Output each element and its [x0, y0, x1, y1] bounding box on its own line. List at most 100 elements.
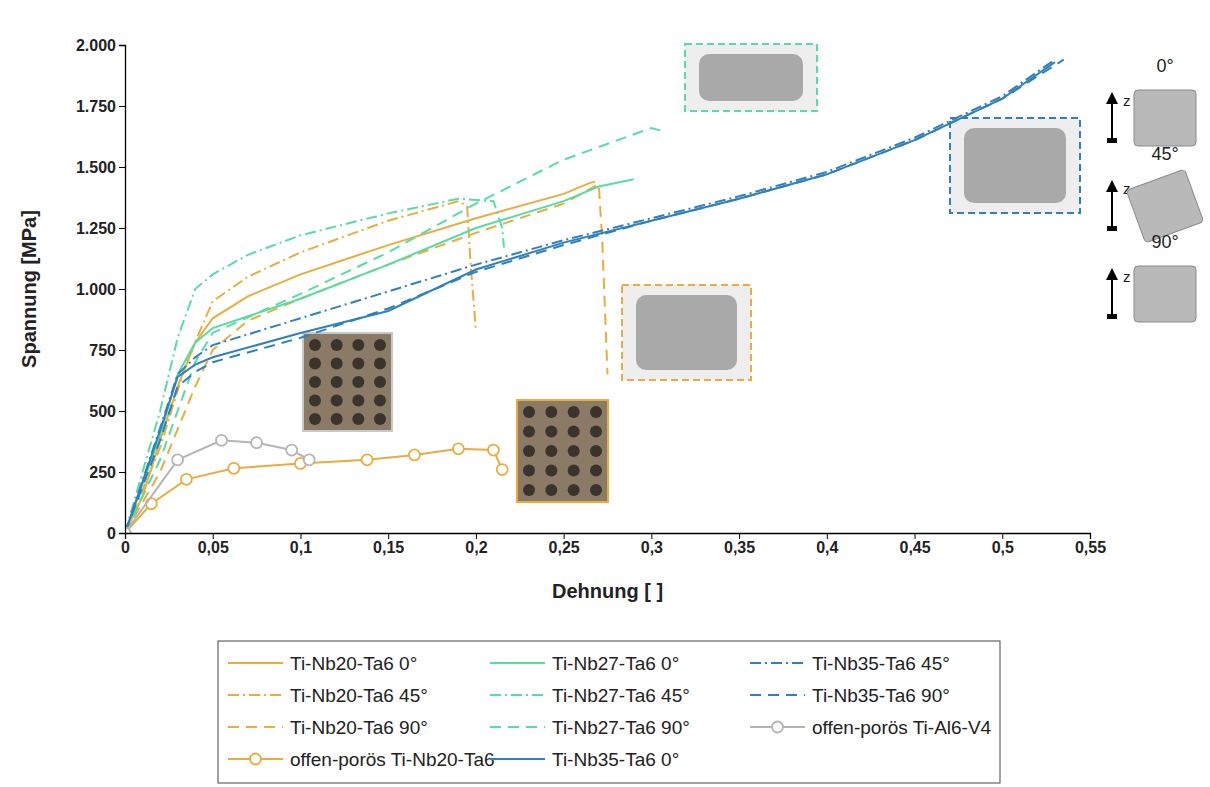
- legend-label: offen-porös Ti-Nb20-Ta6: [290, 749, 495, 770]
- photo-pore: [590, 484, 602, 496]
- photo-pore: [523, 406, 535, 418]
- annotation: z: [1123, 92, 1131, 109]
- photo-pore: [545, 406, 557, 418]
- series-marker: [146, 498, 157, 509]
- y-axis-title: Spannung [MPa]: [18, 210, 40, 368]
- legend-item: Ti-Nb27-Ta6 0°: [490, 653, 679, 674]
- photo-pore: [545, 484, 557, 496]
- legend-swatch: [228, 726, 283, 728]
- tick-label: 1.500: [76, 159, 116, 176]
- photo-specimen: [636, 295, 737, 370]
- series-marker: [286, 445, 297, 456]
- series-line: [125, 128, 660, 533]
- photo-pore: [590, 445, 602, 457]
- series-marker: [453, 443, 464, 454]
- photo-pore: [568, 445, 580, 457]
- tick: 0,55: [1075, 533, 1106, 556]
- tick-mark: [119, 167, 125, 168]
- photo-pore: [545, 426, 557, 438]
- photo-frame: [303, 333, 392, 431]
- legend-label: Ti-Nb35-Ta6 90°: [812, 685, 950, 706]
- tick-label: 0,3: [641, 539, 663, 556]
- photo-specimen: [699, 54, 803, 101]
- photo-pore: [523, 426, 535, 438]
- legend-item: Ti-Nb20-Ta6 45°: [228, 685, 428, 706]
- tick-label: 0,4: [816, 539, 838, 556]
- photo-inset: [303, 333, 392, 431]
- photo-pore: [545, 465, 557, 477]
- tick-mark: [119, 533, 125, 534]
- legend-item: Ti-Nb20-Ta6 90°: [228, 717, 428, 738]
- orientation-panel: 0°z45°z90°z: [1106, 56, 1204, 322]
- legend-marker: [250, 754, 261, 765]
- z-arrow-base: [1107, 314, 1117, 319]
- annotation: 45°: [1151, 144, 1178, 164]
- orientation-item: 45°z: [1106, 144, 1204, 243]
- tick: 0,35: [724, 533, 755, 556]
- legend-item: Ti-Nb35-Ta6 45°: [750, 653, 950, 674]
- z-arrow: [1111, 186, 1113, 228]
- tick: 500: [89, 403, 125, 420]
- photo-pore: [331, 358, 343, 370]
- legend-marker: [772, 722, 783, 733]
- photo-frame: [685, 44, 817, 111]
- tick-mark: [119, 472, 125, 473]
- photo-pore: [309, 376, 321, 388]
- photo-pore: [331, 339, 343, 351]
- tick-label: 2.000: [76, 37, 116, 54]
- axis-line: [126, 534, 1091, 540]
- legend-swatch: [490, 694, 545, 696]
- annotation: 90°: [1151, 232, 1178, 252]
- tick: 0,05: [198, 533, 229, 556]
- tick-mark: [213, 533, 214, 539]
- series-marker: [488, 445, 499, 456]
- photo-pore: [374, 358, 386, 370]
- tick: 2.000: [76, 37, 125, 54]
- tick-mark: [388, 533, 389, 539]
- tick-label: 500: [89, 403, 116, 420]
- tick: 1.250: [76, 220, 125, 237]
- legend-label: offen-porös Ti-Al6-V4: [812, 717, 992, 738]
- tick-mark: [739, 533, 740, 539]
- tick: 0,15: [373, 533, 404, 556]
- series-marker: [181, 474, 192, 485]
- tick-mark: [119, 411, 125, 412]
- tick-label: 750: [89, 342, 116, 359]
- tick: 0: [107, 525, 125, 542]
- tick-label: 0: [121, 539, 130, 556]
- legend: Ti-Nb20-Ta6 0°Ti-Nb20-Ta6 45°Ti-Nb20-Ta6…: [218, 641, 1000, 783]
- tick-mark: [476, 533, 477, 539]
- legend-item: Ti-Nb27-Ta6 45°: [490, 685, 690, 706]
- legend-label: Ti-Nb27-Ta6 0°: [552, 653, 679, 674]
- chart: 00,050,10,150,20,250,30,350,40,450,50,55…: [0, 0, 1210, 787]
- photo-specimen: [964, 128, 1066, 203]
- tick-mark: [1090, 533, 1091, 539]
- axis-line: [119, 46, 126, 534]
- legend-swatch: [228, 662, 283, 664]
- tick: 750: [89, 342, 125, 359]
- tick-mark: [119, 289, 125, 290]
- series-marker: [172, 454, 183, 465]
- series-marker: [216, 435, 227, 446]
- tick-label: 0,5: [992, 539, 1014, 556]
- photo-pore: [523, 445, 535, 457]
- tick-mark: [651, 533, 652, 539]
- legend-item: Ti-Nb27-Ta6 90°: [490, 717, 690, 738]
- legend-item: Ti-Nb35-Ta6 90°: [750, 685, 950, 706]
- photo-pore: [374, 395, 386, 407]
- tick-mark: [300, 533, 301, 539]
- tick-label: 0,45: [899, 539, 930, 556]
- photo-pore: [352, 339, 364, 351]
- series-line: [125, 60, 1064, 533]
- tick-label: 0,55: [1075, 539, 1106, 556]
- series-line: [125, 60, 1055, 533]
- photo-pore: [309, 395, 321, 407]
- photo-pore: [523, 465, 535, 477]
- photo-pore: [352, 395, 364, 407]
- z-arrow-head: [1106, 180, 1118, 192]
- photo-pore: [568, 406, 580, 418]
- annotation: 0°: [1156, 56, 1173, 76]
- specimen-sketch: [1134, 90, 1196, 146]
- photo-pore: [568, 465, 580, 477]
- tick-mark: [119, 350, 125, 351]
